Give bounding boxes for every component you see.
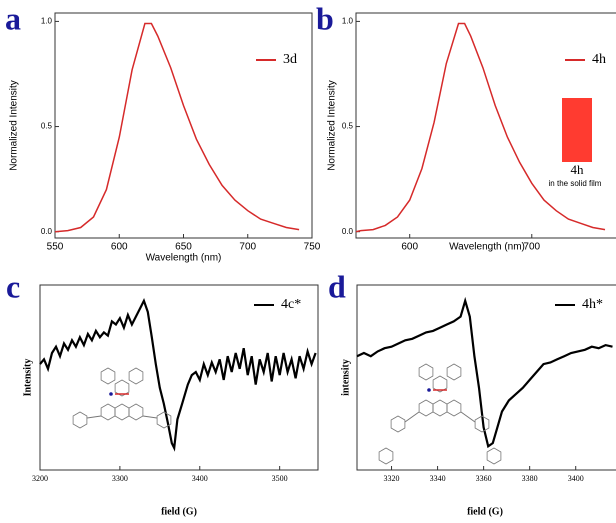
x-tick-label: 3340	[430, 474, 446, 483]
plot-frame	[39, 284, 319, 471]
radical-dot	[109, 392, 113, 396]
inset-label: 4h	[571, 162, 585, 177]
x-axis-label: Wavelength (nm)	[146, 253, 222, 264]
ring	[474, 415, 490, 433]
ring	[72, 411, 88, 429]
x-axis-label: field (G)	[467, 506, 503, 517]
molecule-structure	[378, 363, 502, 465]
y-tick-label: 1.0	[41, 17, 53, 26]
ring	[432, 399, 448, 417]
ring	[128, 367, 144, 385]
ring	[418, 363, 434, 381]
x-tick-label: 3400	[568, 474, 584, 483]
data-line	[54, 22, 300, 233]
ring	[100, 367, 116, 385]
legend-label: 4h	[592, 52, 606, 67]
data-line	[39, 298, 317, 452]
radical-dot	[427, 388, 431, 392]
ring	[432, 375, 448, 393]
x-tick-label: 600	[111, 242, 128, 253]
legend-label: 3d	[283, 52, 297, 67]
y-axis-label: intensity	[340, 359, 351, 396]
x-tick-label: 3380	[522, 474, 538, 483]
bond	[404, 411, 420, 423]
panel-label: a	[5, 0, 21, 36]
x-tick-label: 3360	[476, 474, 492, 483]
ring	[418, 399, 434, 417]
plot-frame	[54, 12, 313, 239]
x-axis-label: Wavelength (nm)	[449, 242, 525, 253]
ring	[446, 363, 462, 381]
x-tick-label: 650	[175, 242, 192, 253]
x-tick-label: 3500	[272, 474, 288, 483]
x-tick-label: 3200	[32, 474, 48, 483]
ring	[114, 379, 130, 397]
ring	[378, 447, 394, 465]
ring	[486, 447, 502, 465]
y-axis-label: Normalized Intensity	[9, 80, 20, 171]
y-tick-label: 0.5	[41, 122, 53, 131]
ring	[156, 411, 172, 429]
y-tick-label: 0.0	[41, 227, 53, 236]
x-tick-label: 550	[47, 242, 64, 253]
plot-frame	[355, 12, 616, 239]
inset-caption: in the solid film	[549, 179, 602, 188]
y-tick-label: 1.0	[342, 17, 354, 26]
legend-label: 4c*	[281, 297, 301, 312]
data-line	[355, 22, 606, 233]
x-tick-label: 700	[239, 242, 256, 253]
ring	[114, 403, 130, 421]
y-axis-label: Intensity	[22, 359, 33, 397]
x-tick-label: 3320	[384, 474, 400, 483]
panel-label: c	[6, 268, 20, 304]
bond	[86, 415, 102, 419]
y-axis-label: Normalized Intensity	[327, 80, 338, 171]
data-line	[356, 296, 613, 449]
x-tick-label: 3400	[192, 474, 208, 483]
legend-label: 4h*	[582, 297, 603, 312]
plot-frame	[356, 284, 616, 471]
x-tick-label: 750	[304, 242, 321, 253]
panel-label: d	[328, 268, 346, 304]
y-tick-label: 0.0	[342, 227, 354, 236]
ring	[128, 403, 144, 421]
panel-label: b	[316, 0, 334, 36]
ring	[390, 415, 406, 433]
x-tick-label: 3300	[112, 474, 128, 483]
molecule-structure	[72, 367, 172, 429]
y-tick-label: 0.5	[342, 122, 354, 131]
ring	[446, 399, 462, 417]
x-tick-label: 700	[523, 242, 540, 253]
x-axis-label: field (G)	[161, 506, 197, 517]
x-tick-label: 600	[401, 242, 418, 253]
bond	[142, 415, 158, 419]
inset-film	[562, 98, 592, 162]
ring	[100, 403, 116, 421]
bond	[460, 411, 476, 423]
